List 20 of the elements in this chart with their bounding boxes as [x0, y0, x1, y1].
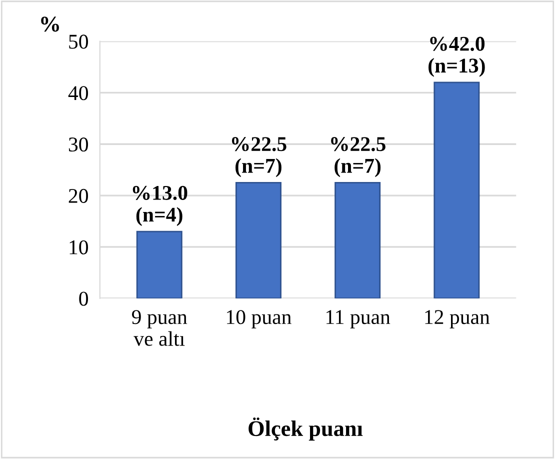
y-tick-label: 20: [68, 188, 88, 203]
y-tick-label: 30: [68, 138, 88, 152]
data-label: %22.5 (n=7): [232, 137, 286, 178]
y-tick-label: 10: [70, 240, 88, 254]
x-tick-label: 12 puan: [425, 310, 490, 328]
bar: [235, 182, 282, 298]
y-tick-label: 40: [68, 86, 88, 100]
x-tick-label: 9 puan ve altı: [132, 310, 188, 346]
x-tick-label: 11 puan: [326, 310, 390, 328]
data-label: %13.0 (n=4): [132, 186, 188, 226]
data-label: %42.0 (n=13): [428, 36, 485, 77]
x-axis-title: Ölçek puanı: [248, 417, 363, 441]
bar: [136, 230, 182, 298]
y-axis-title: %: [41, 16, 59, 32]
bar: [334, 182, 381, 298]
x-tick-label: 10 puan: [227, 310, 292, 328]
bar: [434, 82, 480, 298]
data-label: %22.5 (n=7): [331, 137, 386, 178]
y-tick-label: 50: [69, 34, 88, 49]
y-tick-label: 0: [79, 292, 88, 306]
